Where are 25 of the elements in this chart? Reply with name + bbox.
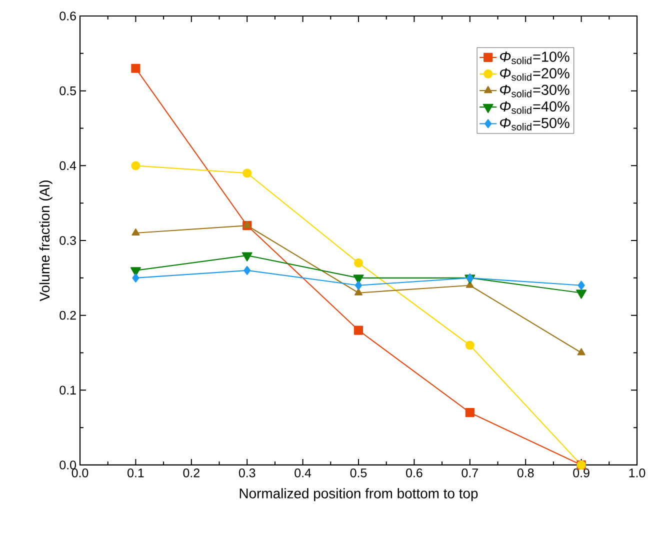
legend-label: Φ$_{solid}$=20%	[500, 68, 570, 81]
x-tick-label: 0.4	[294, 468, 312, 478]
legend-label: Φ$_{solid}$=10%	[500, 52, 570, 64]
x-tick-label: 0.6	[406, 468, 422, 478]
x-tick-label: 0.2	[183, 468, 200, 478]
x-tick-label: 0.5	[350, 468, 367, 478]
x-tick-label: 0.7	[462, 468, 478, 478]
x-tick-label: 0.0	[72, 468, 88, 478]
legend-label: Φ$_{solid}$=40%	[500, 101, 570, 114]
y-tick-label: 0.3	[60, 236, 76, 245]
y-tick-label: 0.1	[60, 386, 76, 395]
legend-label: Φ$_{solid}$=30%	[500, 84, 570, 98]
y-tick-label: 0.6	[60, 12, 76, 20]
y-tick-label: 0.4	[60, 161, 76, 170]
y-tick-label: 0.5	[60, 86, 76, 96]
y-tick-label: 0.0	[60, 460, 76, 470]
y-tick-label: 0.2	[60, 310, 76, 320]
y-axis-title: Volume fraction (Al)	[39, 180, 52, 302]
x-axis-title: Normalized position from bottom to top	[240, 488, 478, 502]
x-tick-label: 0.8	[517, 468, 534, 478]
legend-label: Φ$_{solid}$=50%	[500, 118, 570, 130]
x-tick-label: 1.0	[629, 468, 646, 478]
x-tick-label: 0.1	[128, 468, 144, 478]
x-tick-label: 0.9	[573, 468, 590, 478]
x-tick-label: 0.3	[238, 468, 256, 478]
